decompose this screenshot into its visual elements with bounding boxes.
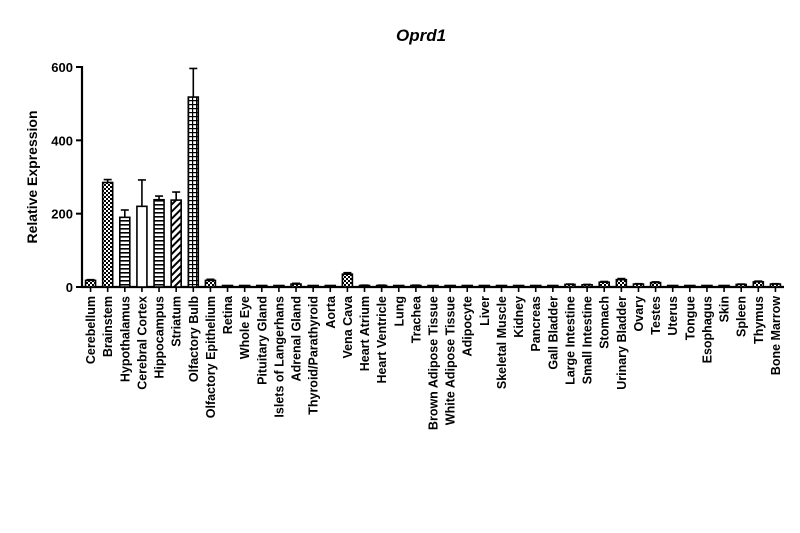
x-tick-label: Urinary Bladder (615, 296, 629, 390)
x-tick-label: Trachea (409, 295, 423, 343)
x-tick-label: Heart Atrium (358, 296, 372, 371)
bar (478, 284, 491, 288)
bar (547, 284, 559, 288)
chart-title: Oprd1 (396, 26, 446, 45)
x-tick-label: Thymus (752, 296, 766, 344)
bar (410, 284, 422, 288)
bars (84, 67, 782, 288)
bar (84, 279, 97, 288)
y-axis-label: Relative Expression (24, 110, 40, 243)
bar (529, 284, 542, 288)
x-tick-label: Adipocyte (461, 296, 475, 356)
bar (341, 273, 354, 288)
x-tick-label: Kidney (512, 296, 526, 338)
x-tick-label: Striatum (170, 296, 184, 347)
x-tick-label: Aorta (324, 295, 338, 329)
x-tick-label: Hippocampus (153, 296, 167, 379)
y-tick-label: 200 (51, 207, 73, 222)
x-tick-label: Esophagus (700, 296, 714, 363)
x-tick-label: Skeletal Muscle (495, 296, 509, 389)
bar (290, 283, 302, 288)
y-tick-label: 400 (51, 133, 73, 148)
x-tick-label: Stomach (598, 296, 612, 349)
bar (598, 281, 611, 288)
bar (735, 283, 747, 288)
bar (136, 205, 148, 288)
bar (615, 278, 628, 288)
x-tick-label: Uterus (666, 296, 680, 336)
bar (273, 284, 285, 288)
x-tick-label: Hypothalamus (118, 296, 132, 382)
bar (255, 284, 268, 288)
x-tick-label: Cerebellum (84, 296, 98, 364)
bar (307, 284, 319, 288)
x-tick-label: Brown Adipose Tissue (427, 296, 441, 430)
x-tick-label: Brainstem (101, 296, 115, 357)
x-tick-label: Adrenal Gland (290, 296, 304, 381)
bar (375, 284, 388, 288)
bar (324, 284, 337, 288)
x-tick-label: Small Intestine (581, 296, 595, 384)
bar (564, 283, 576, 288)
bar (581, 283, 593, 288)
bar (649, 281, 662, 288)
x-tick-label: Lung (392, 296, 406, 327)
x-tick-label: Islets of Langerhans (272, 296, 286, 418)
x-tick-label: Spleen (735, 296, 749, 337)
bar (666, 284, 679, 288)
bar (461, 284, 474, 288)
bar (632, 283, 645, 288)
bar (187, 96, 200, 288)
x-tick-label: Pancreas (529, 296, 543, 352)
y-ticks: 0 200 400 600 (51, 60, 82, 295)
x-tick-label: Large Intestine (563, 296, 577, 385)
bar (221, 284, 234, 288)
y-tick-label: 600 (51, 60, 73, 75)
bar (718, 284, 730, 288)
x-tick-label: Olfactory Bulb (187, 296, 201, 382)
x-tick-label: Gall Bladder (546, 296, 560, 370)
x-tick-label: Testes (649, 296, 663, 335)
bar (153, 198, 165, 288)
x-tick-label: White Adipose Tissue (444, 296, 458, 425)
x-tick-label: Bone Marrow (769, 296, 783, 375)
bar (204, 279, 217, 288)
x-tick-label: Thyroid/Parathyroid (307, 296, 321, 415)
bar (358, 284, 371, 288)
bar (684, 284, 696, 288)
bar (101, 181, 114, 288)
x-tick-label: Olfactory Epithelium (204, 296, 218, 418)
x-tick-label: Heart Ventricle (375, 296, 389, 384)
bar (392, 284, 405, 288)
bar (512, 284, 525, 288)
x-tick-label: Vena Cava (341, 295, 355, 359)
bar (701, 284, 713, 288)
bar (170, 199, 182, 288)
x-tick-label: Whole Eye (238, 296, 252, 359)
bar (769, 283, 782, 288)
bar (119, 216, 131, 288)
axes (80, 66, 784, 289)
y-tick-label: 0 (66, 280, 73, 295)
x-tick-label: Cerebral Cortex (135, 296, 149, 390)
x-tick-label: Retina (221, 295, 235, 334)
bar (752, 281, 765, 288)
x-tick-labels: Cerebellum Brainstem Hypothalamus Cerebral … (84, 287, 783, 430)
x-tick-label: Liver (478, 296, 492, 326)
x-tick-label: Ovary (632, 296, 646, 331)
bar (238, 284, 251, 288)
x-tick-label: Tongue (683, 296, 697, 340)
bar (444, 284, 456, 288)
bar (495, 284, 508, 288)
x-tick-label: Pituitary Gland (255, 296, 269, 385)
bar (427, 284, 439, 288)
x-tick-label: Skin (718, 296, 732, 322)
